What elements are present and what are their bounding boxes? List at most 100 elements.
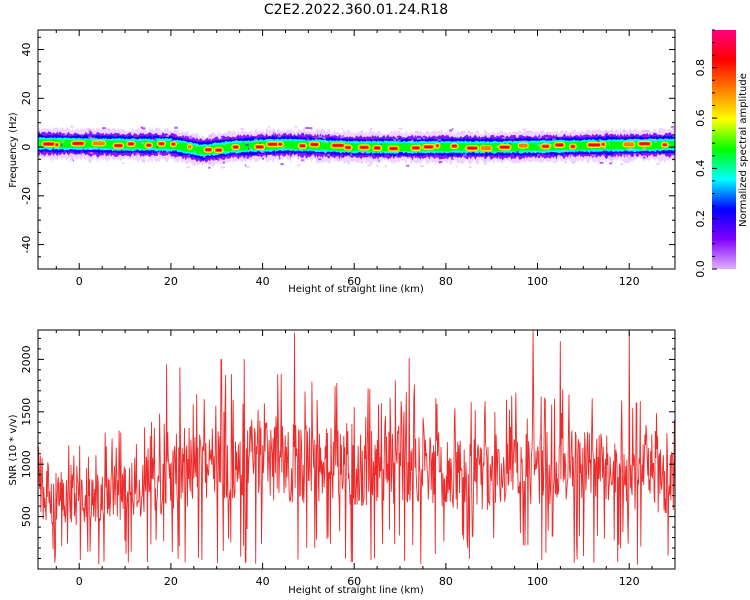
spectral-speckle [259, 142, 261, 145]
spectral-speckle [622, 129, 626, 132]
spectral-speckle [644, 147, 646, 150]
snr-y-ticks: 500 1000 1500 2000 [20, 337, 675, 570]
spectral-speckle [92, 132, 95, 135]
spectral-speckle [249, 148, 253, 151]
x-tick-label: 120 [619, 575, 640, 588]
spectral-speckle [91, 137, 96, 140]
spectral-speckle [625, 160, 630, 163]
spectral-speckle [527, 130, 532, 133]
spectral-speckle [367, 158, 369, 160]
hotspot-mid [187, 144, 192, 149]
spectral-speckle [157, 151, 161, 154]
spectral-speckle [88, 136, 92, 139]
spectral-speckle [620, 163, 624, 166]
spectral-speckle [417, 137, 421, 140]
hotspot-core [114, 144, 123, 147]
spectral-speckle [141, 160, 146, 163]
hotspot-mid [518, 143, 528, 148]
spectral-speckle [455, 165, 458, 168]
spectral-speckle [122, 162, 125, 165]
hotspot-core [332, 144, 344, 147]
colorbar-tick-label: 0.6 [694, 109, 707, 127]
spectral-speckle [253, 138, 258, 141]
spectral-speckle [61, 140, 65, 143]
spectral-speckle [308, 127, 313, 130]
hotspot-mid [480, 146, 492, 151]
spectral-speckle [504, 142, 506, 145]
spectral-speckle [571, 161, 575, 164]
figure-title: C2E2.2022.360.01.24.R18 [264, 2, 448, 18]
spectral-speckle [208, 166, 211, 169]
spectral-speckle [301, 159, 304, 162]
hotspot-core [233, 145, 239, 149]
spectral-speckle [178, 160, 180, 163]
spectral-speckle [368, 156, 371, 158]
spectral-speckle [297, 164, 301, 167]
spectral-speckle [533, 151, 536, 154]
spectral-speckle [378, 159, 380, 162]
y-tick-label: 0 [20, 144, 33, 151]
spectral-band-layer [38, 139, 675, 156]
spectral-speckle [294, 125, 298, 128]
hotspot-core [72, 142, 84, 145]
spectral-speckle [564, 161, 567, 164]
hotspot-core [268, 143, 279, 146]
spectral-speckle [564, 149, 568, 152]
y-tick-label: 40 [20, 43, 33, 57]
x-tick-label: 60 [347, 275, 361, 288]
spectral-speckle [141, 127, 146, 130]
y-tick-label: 2000 [20, 345, 33, 373]
spectral-speckle [313, 137, 318, 140]
spectral-speckle [244, 155, 248, 158]
spectral-speckle [652, 138, 655, 141]
spectral-speckle [552, 160, 557, 163]
spectral-speckle [507, 152, 511, 155]
spectral-speckle [505, 166, 507, 169]
x-tick-label: 20 [164, 275, 178, 288]
spectral-speckle [645, 137, 647, 140]
spectral-speckle [49, 136, 51, 139]
spectral-speckle [672, 134, 675, 137]
spectral-speckle [538, 147, 540, 150]
spectral-speckle [450, 155, 453, 158]
spectral-speckle [495, 145, 500, 148]
spectral-speckle [669, 144, 672, 147]
spectral-speckle [239, 156, 243, 159]
hotspot-core [542, 145, 549, 148]
spectral-speckle [348, 156, 351, 159]
y-tick-label: 1000 [20, 450, 33, 478]
spectral-speckle [245, 144, 249, 146]
hotspot-core [571, 145, 575, 148]
spectral-speckle [113, 156, 116, 159]
spectral-speckle [367, 139, 371, 142]
spectral-speckle [426, 150, 430, 153]
spectral-speckle [575, 156, 577, 159]
spectral-speckle [60, 144, 63, 147]
spectral-speckle [219, 137, 223, 140]
spectral-speckle [485, 163, 487, 166]
spectral-speckle [75, 134, 77, 136]
spectral-speckle [296, 151, 299, 154]
spectral-speckle [205, 156, 208, 159]
spectral-speckle [369, 128, 373, 130]
spectral-speckle [244, 164, 247, 167]
x-tick-label: 20 [164, 575, 178, 588]
hotspot-core [555, 143, 564, 147]
spectral-speckle [420, 165, 425, 167]
spectral-speckle [597, 140, 600, 142]
spectral-speckle [612, 156, 616, 159]
spectral-speckle [522, 140, 527, 143]
spectral-speckle [605, 130, 609, 133]
spectral-speckle [461, 131, 463, 134]
spectral-speckle [411, 139, 414, 142]
spectral-speckle [644, 130, 649, 132]
x-tick-label: 100 [527, 275, 548, 288]
spectral-speckle [349, 153, 352, 156]
spectral-speckle [69, 125, 74, 128]
spectral-speckle [654, 140, 657, 143]
spectral-speckle [87, 147, 91, 150]
spectral-speckle [327, 153, 331, 156]
spectral-speckle [361, 151, 365, 154]
spectral-speckle [102, 127, 106, 130]
colorbar-tick-label: 0.0 [694, 260, 707, 278]
